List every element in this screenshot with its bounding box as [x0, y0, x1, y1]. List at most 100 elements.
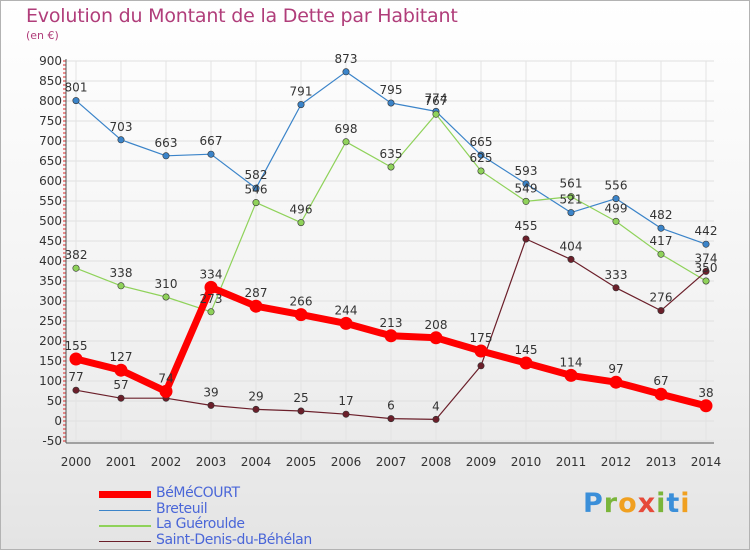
data-point [387, 99, 395, 107]
data-point [72, 97, 80, 105]
data-point [117, 394, 125, 402]
data-point [699, 399, 713, 413]
data-label: 549 [515, 181, 538, 195]
data-point [207, 308, 215, 316]
data-point [702, 277, 710, 285]
y-tick-label: 750 [39, 114, 62, 128]
data-point [297, 219, 305, 227]
data-label: 663 [155, 136, 178, 150]
data-label: 266 [290, 295, 313, 309]
data-label: 338 [110, 266, 133, 280]
data-point [342, 138, 350, 146]
data-point [204, 280, 218, 294]
data-label: 6 [387, 399, 395, 413]
data-label: 57 [113, 378, 128, 392]
x-tick-label: 2000 [61, 455, 92, 469]
y-tick-label: 800 [39, 94, 62, 108]
data-label: 25 [293, 391, 308, 405]
data-point [342, 68, 350, 76]
data-point [252, 199, 260, 207]
data-point [297, 407, 305, 415]
data-point [567, 209, 575, 217]
x-tick-label: 2014 [691, 455, 722, 469]
y-tick-label: 450 [39, 234, 62, 248]
legend-swatch [99, 525, 151, 527]
y-tick-label: -50 [42, 434, 62, 448]
data-label: 546 [245, 183, 268, 197]
data-label: 74 [158, 371, 173, 385]
data-label: 333 [605, 268, 628, 282]
data-label: 795 [380, 83, 403, 97]
y-tick-label: 400 [39, 254, 62, 268]
x-tick-label: 2012 [601, 455, 632, 469]
data-point [72, 264, 80, 272]
y-tick-label: 0 [54, 414, 62, 428]
data-point [609, 375, 623, 389]
legend-label: BéMéCOURT [156, 485, 240, 501]
data-point [702, 267, 710, 275]
data-point [612, 284, 620, 292]
y-tick-label: 50 [47, 394, 62, 408]
logo-letter: r [603, 488, 619, 519]
data-point [72, 386, 80, 394]
data-label: 350 [695, 261, 718, 275]
data-point [429, 331, 443, 345]
data-label: 593 [515, 164, 538, 178]
data-point [117, 282, 125, 290]
data-label: 374 [695, 251, 718, 265]
y-tick-label: 650 [39, 154, 62, 168]
data-point [297, 101, 305, 109]
data-point [159, 384, 173, 398]
data-point [207, 401, 215, 409]
data-point [702, 240, 710, 248]
data-point [657, 307, 665, 315]
data-label: 801 [65, 81, 88, 95]
data-point [657, 224, 665, 232]
data-point [477, 151, 485, 159]
data-label: 175 [470, 331, 493, 345]
data-label: 276 [650, 291, 673, 305]
logo-letter: P [583, 488, 604, 519]
x-tick-label: 2004 [241, 455, 272, 469]
data-label: 208 [425, 318, 448, 332]
legend-swatch [99, 509, 151, 511]
x-tick-label: 2006 [331, 455, 362, 469]
y-tick-label: 500 [39, 214, 62, 228]
y-tick-label: 300 [39, 294, 62, 308]
x-tick-label: 2005 [286, 455, 317, 469]
data-point [162, 293, 170, 301]
data-point [252, 184, 260, 192]
data-point [612, 217, 620, 225]
data-label: 665 [470, 135, 493, 149]
legend-swatch [99, 540, 151, 542]
y-tick-label: 250 [39, 314, 62, 328]
data-point [564, 368, 578, 382]
y-tick-label: 100 [39, 374, 62, 388]
y-tick-label: 700 [39, 134, 62, 148]
data-label: 521 [560, 193, 583, 207]
data-point [207, 150, 215, 158]
data-point [522, 197, 530, 205]
data-label: 482 [650, 208, 673, 222]
data-point [339, 316, 353, 330]
legend-label: Saint-Denis-du-Béhélan [156, 531, 312, 548]
x-tick-label: 2007 [376, 455, 407, 469]
y-tick-label: 850 [39, 74, 62, 88]
data-label: 455 [515, 219, 538, 233]
legend-swatch [99, 491, 151, 498]
data-point [612, 195, 620, 203]
data-point [432, 110, 440, 118]
data-label: 625 [470, 151, 493, 165]
data-label: 145 [515, 343, 538, 357]
y-tick-label: 350 [39, 274, 62, 288]
data-label: 77 [68, 370, 83, 384]
chart-unit: (en €) [26, 29, 59, 42]
data-point [522, 235, 530, 243]
logo-letter: t [666, 488, 681, 519]
data-point [162, 152, 170, 160]
data-point [249, 299, 263, 313]
data-point [432, 415, 440, 423]
legend-label: La Guéroulde [156, 516, 245, 532]
x-tick-label: 2008 [421, 455, 452, 469]
data-label: 404 [560, 239, 583, 253]
